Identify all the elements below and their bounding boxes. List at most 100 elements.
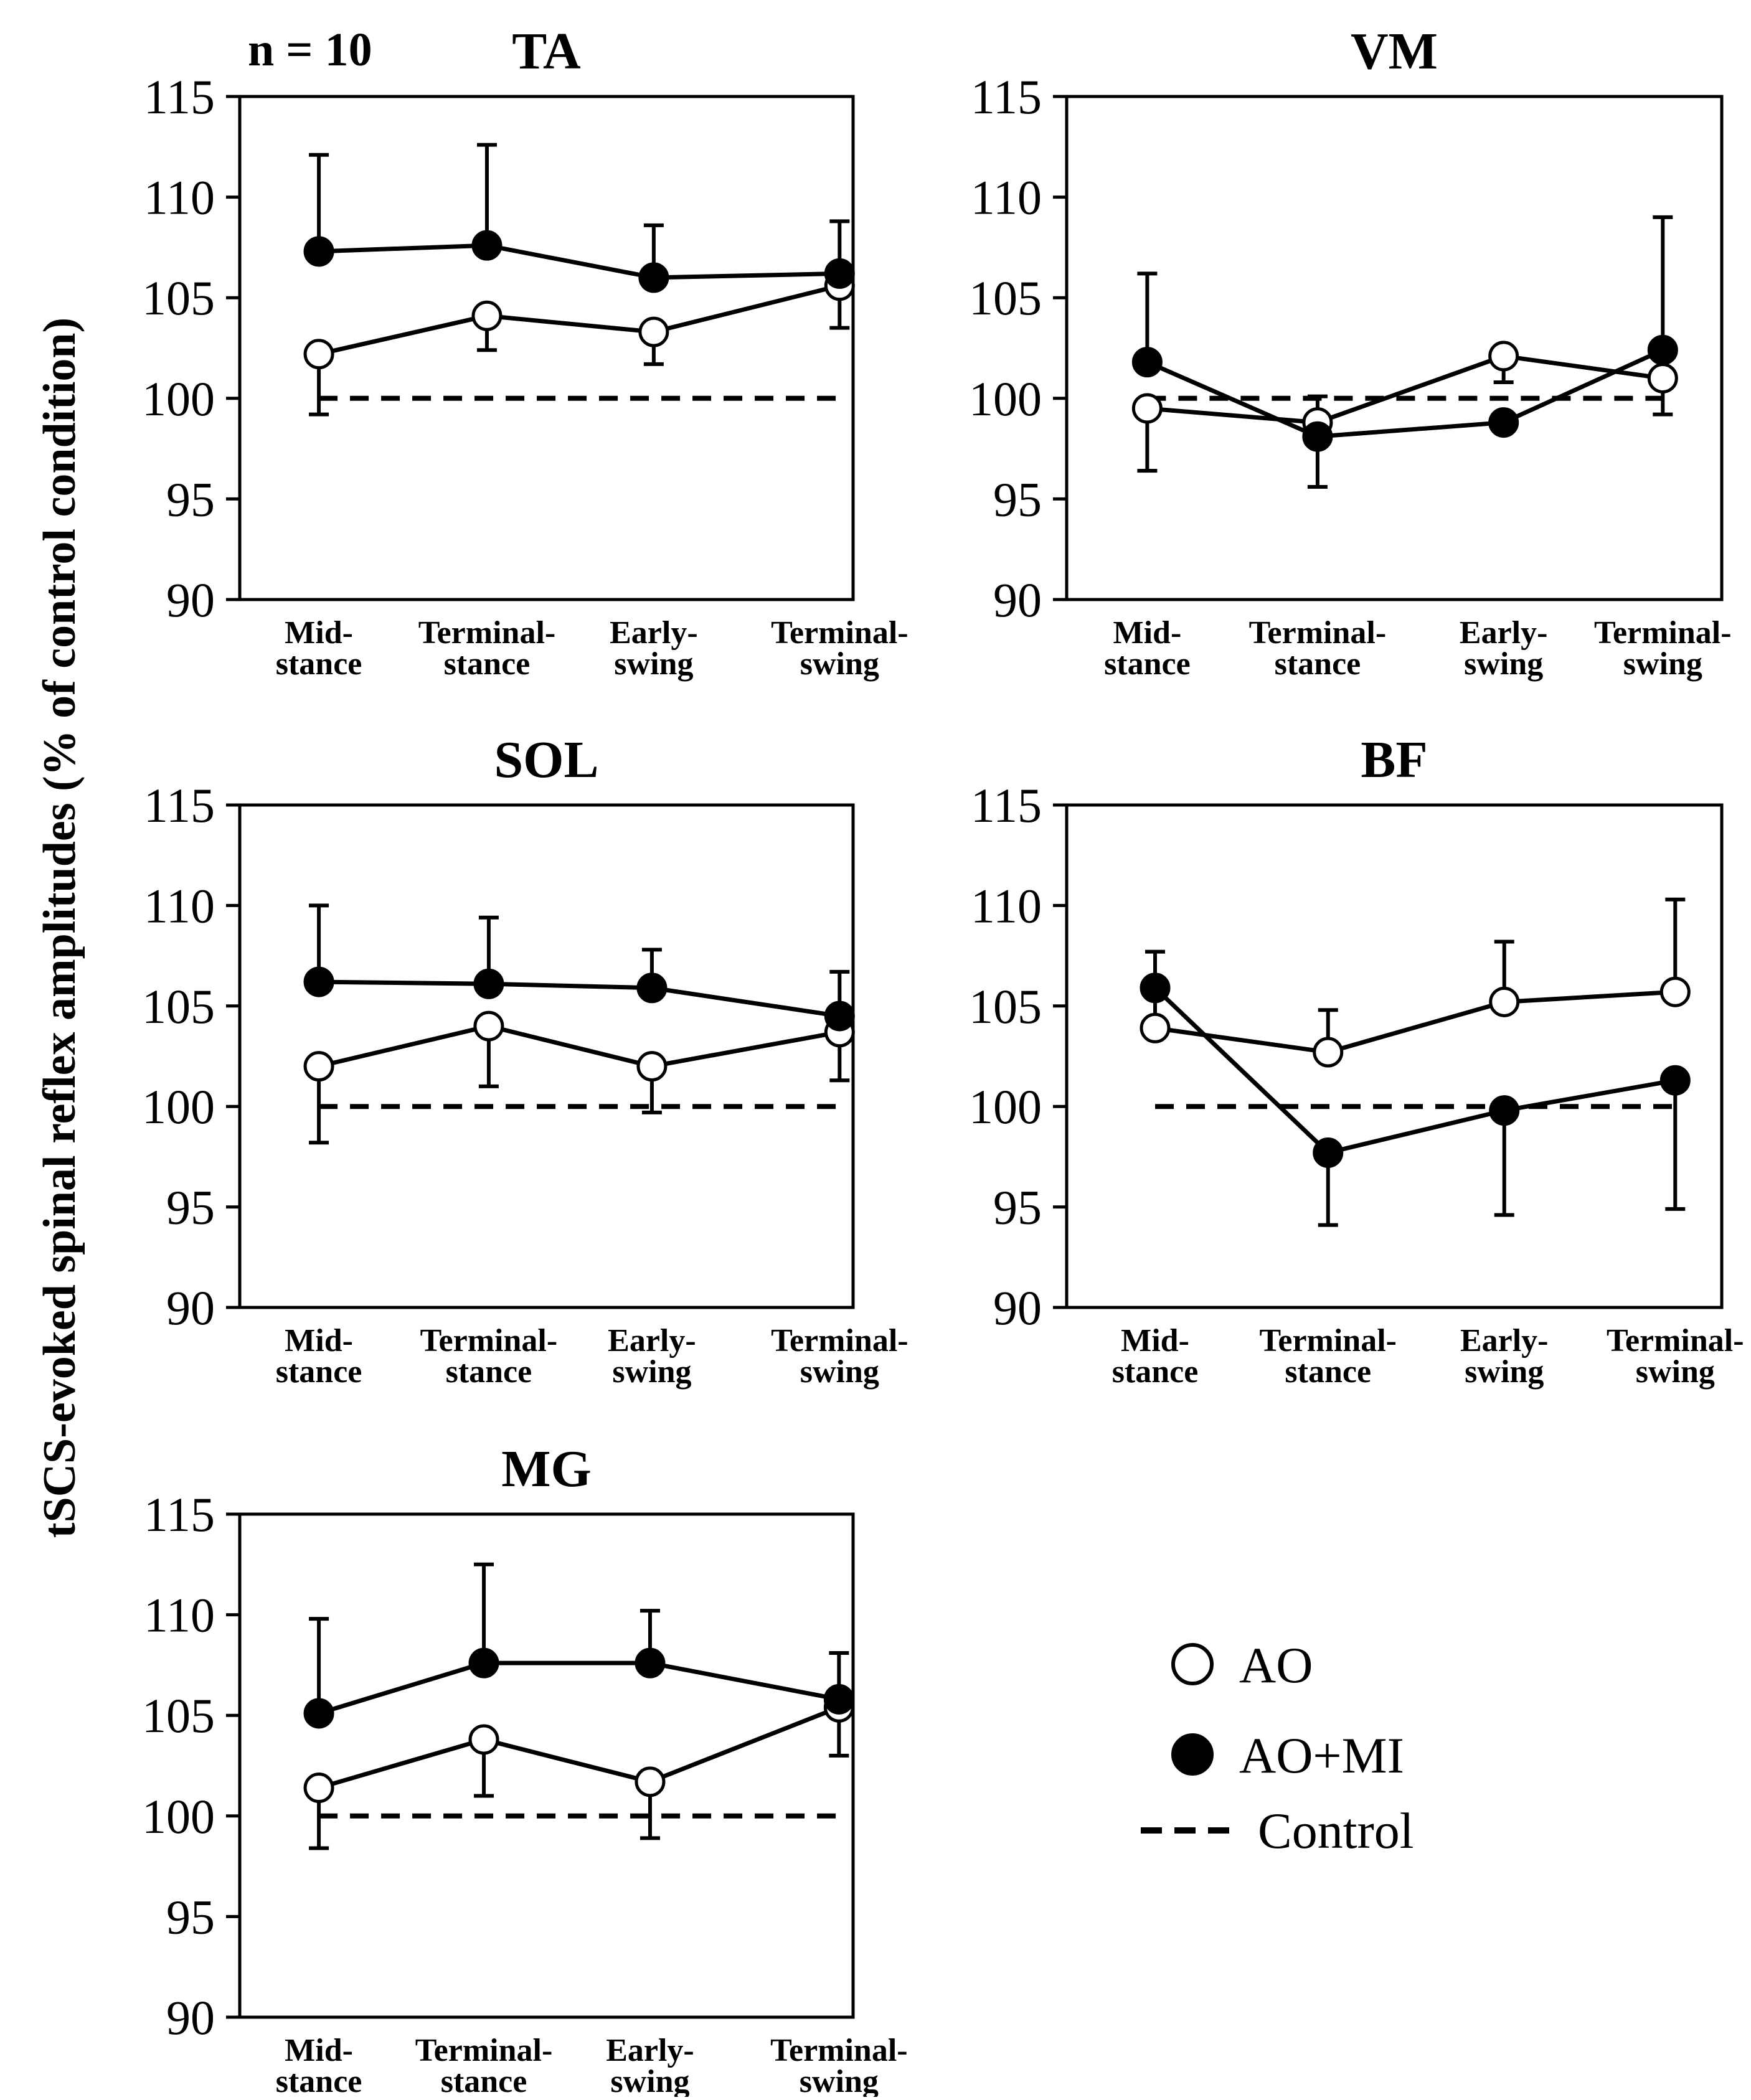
data-point-ao-bf xyxy=(1140,1012,1171,1043)
x-tick-label-line2: stance xyxy=(276,2064,362,2097)
y-tick-label-mg: 105 xyxy=(142,1688,215,1743)
x-tick-label-line2: stance xyxy=(1112,1354,1199,1390)
x-tick-label-line2: swing xyxy=(612,1354,691,1390)
x-tick-label-line1: Mid- xyxy=(285,2033,353,2068)
x-tick-label-line1: Early- xyxy=(608,1323,696,1358)
x-tick-label-line1: Terminal- xyxy=(418,615,556,651)
y-tick-label-sol: 110 xyxy=(144,878,215,933)
x-tick-label-line2: stance xyxy=(276,646,362,682)
panels: TA9095100105110115Mid-stanceTerminal-sta… xyxy=(142,22,1744,2099)
y-tick-label-bf: 90 xyxy=(993,1281,1042,1335)
series-line-aomi-sol xyxy=(319,979,840,1019)
data-point-aomi-mg xyxy=(303,1698,334,1729)
x-tick-label-vm: Terminal-stance xyxy=(1249,615,1387,682)
x-tick-label-vm: Mid-stance xyxy=(1104,615,1191,682)
data-point-aomi-mg xyxy=(635,1647,666,1679)
plot-frame-sol xyxy=(238,803,855,1309)
x-tick-label-line2: swing xyxy=(1464,646,1543,682)
y-tick-label-sol: 90 xyxy=(166,1281,215,1335)
data-point-ao-bf xyxy=(1313,1037,1344,1068)
x-tick-label-line1: Early- xyxy=(610,615,698,651)
x-tick-label-line2: stance xyxy=(441,2064,527,2097)
x-tick-label-sol: Mid-stance xyxy=(276,1323,362,1390)
y-tick-label-vm: 115 xyxy=(971,70,1042,124)
data-point-ao-sol xyxy=(636,1051,668,1082)
y-tick-label-bf: 95 xyxy=(993,1180,1042,1235)
data-point-aomi-ta xyxy=(303,236,334,267)
x-tick-label-line1: Terminal- xyxy=(771,1323,909,1358)
panel-bf: BF9095100105110115Mid-stanceTerminal-sta… xyxy=(969,731,1744,1390)
x-tick-label-line2: swing xyxy=(610,2064,689,2097)
series-line-aomi-vm xyxy=(1146,348,1664,439)
x-tick-label-line1: Mid- xyxy=(285,615,353,651)
series-line-ao-ta xyxy=(318,283,841,357)
data-point-ao-mg xyxy=(303,1773,334,1804)
x-tick-label-line1: Terminal- xyxy=(1249,615,1387,651)
x-tick-label-vm: Early-swing xyxy=(1460,615,1548,682)
y-tick-label-bf: 115 xyxy=(971,778,1042,832)
data-point-ao-vm xyxy=(1488,341,1519,372)
legend-aomi-marker xyxy=(1171,1733,1214,1776)
y-tick-label-ta: 95 xyxy=(166,472,215,526)
data-point-ao-sol xyxy=(303,1051,334,1082)
series-line-aomi-bf xyxy=(1153,986,1676,1155)
x-tick-label-sol: Early-swing xyxy=(608,1323,696,1390)
data-point-aomi-vm xyxy=(1302,421,1333,452)
data-point-aomi-bf xyxy=(1659,1065,1691,1096)
x-tick-label-ta: Early-swing xyxy=(610,615,698,682)
y-tick-label-mg: 90 xyxy=(166,1990,215,2045)
data-point-aomi-mg xyxy=(823,1683,854,1715)
data-point-aomi-vm xyxy=(1488,407,1519,438)
panel-ta: TA9095100105110115Mid-stanceTerminal-sta… xyxy=(142,22,909,682)
x-tick-label-bf: Terminal-stance xyxy=(1259,1323,1397,1390)
data-point-ao-vm xyxy=(1647,362,1678,393)
x-tick-label-line1: Terminal- xyxy=(420,1323,558,1358)
panel-title-sol: SOL xyxy=(494,731,598,789)
data-point-aomi-vm xyxy=(1647,334,1678,365)
panel-title-mg: MG xyxy=(501,1440,592,1498)
data-point-aomi-ta xyxy=(471,230,503,261)
data-point-aomi-sol xyxy=(303,966,334,997)
plot-frame-mg xyxy=(238,1512,855,2019)
series-line-ao-bf xyxy=(1154,989,1676,1055)
data-point-ao-sol xyxy=(473,1010,504,1042)
y-tick-label-mg: 100 xyxy=(142,1789,215,1843)
data-point-ao-mg xyxy=(468,1724,499,1755)
legend: AO AO+MI Control xyxy=(1141,1637,1414,1859)
x-tick-label-line2: swing xyxy=(1465,1354,1544,1390)
data-point-aomi-mg xyxy=(468,1647,499,1679)
y-tick-label-vm: 95 xyxy=(993,472,1042,526)
x-tick-label-line1: Terminal- xyxy=(1594,615,1732,651)
y-tick-label-ta: 110 xyxy=(144,171,215,225)
series-line-aomi-mg xyxy=(318,1660,840,1716)
data-point-aomi-bf xyxy=(1140,972,1171,1004)
x-tick-label-line1: Early- xyxy=(1460,1323,1549,1358)
x-tick-label-sol: Terminal-swing xyxy=(771,1323,909,1390)
x-tick-label-sol: Terminal-stance xyxy=(420,1323,558,1390)
panel-title-bf: BF xyxy=(1361,731,1427,789)
x-tick-label-line1: Terminal- xyxy=(770,2033,908,2068)
data-point-ao-bf xyxy=(1489,986,1520,1017)
series-line-ao-vm xyxy=(1147,354,1663,425)
y-axis-label: tSCS-evoked spinal reflex amplitudes (% … xyxy=(34,318,85,1538)
y-tick-label-bf: 110 xyxy=(971,878,1042,933)
x-tick-label-bf: Early-swing xyxy=(1460,1323,1549,1390)
x-tick-label-bf: Terminal-swing xyxy=(1607,1323,1744,1390)
data-point-ao-ta xyxy=(471,300,503,331)
x-tick-label-line1: Terminal- xyxy=(1607,1323,1744,1358)
x-tick-label-line2: swing xyxy=(1636,1354,1715,1390)
x-tick-label-line1: Terminal- xyxy=(771,615,909,651)
x-tick-label-line1: Terminal- xyxy=(1259,1323,1397,1358)
x-tick-label-line2: stance xyxy=(446,1354,532,1390)
data-point-aomi-ta xyxy=(824,258,855,289)
x-tick-label-line1: Mid- xyxy=(1121,1323,1189,1358)
data-point-ao-ta xyxy=(638,316,669,347)
y-tick-label-mg: 110 xyxy=(144,1588,215,1642)
y-tick-label-sol: 105 xyxy=(142,979,215,1034)
data-point-ao-mg xyxy=(635,1766,666,1797)
data-point-aomi-sol xyxy=(636,972,668,1004)
x-tick-label-line2: stance xyxy=(1275,646,1361,682)
y-tick-label-vm: 90 xyxy=(993,573,1042,627)
